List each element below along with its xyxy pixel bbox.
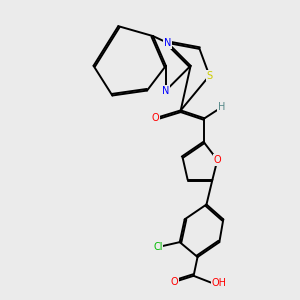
Text: OH: OH <box>212 278 226 288</box>
Text: N: N <box>162 85 169 96</box>
Text: N: N <box>164 38 172 48</box>
Text: O: O <box>151 113 159 123</box>
Text: H: H <box>218 102 225 112</box>
Text: O: O <box>171 277 178 287</box>
Text: O: O <box>214 155 221 165</box>
Text: Cl: Cl <box>153 242 163 252</box>
Text: S: S <box>206 71 212 81</box>
